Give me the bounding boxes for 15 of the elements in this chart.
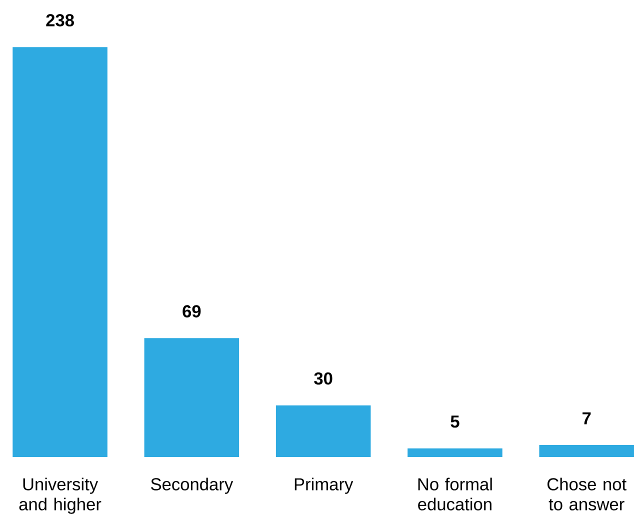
bar bbox=[408, 448, 502, 457]
data-label: 30 bbox=[314, 372, 332, 385]
bar bbox=[144, 338, 240, 457]
data-label: 238 bbox=[46, 14, 74, 26]
data-label: 5 bbox=[450, 416, 460, 428]
bar bbox=[12, 47, 108, 457]
bar bbox=[539, 444, 634, 457]
x-tick-label: Primary bbox=[294, 478, 354, 494]
data-label: 69 bbox=[182, 305, 201, 318]
x-tick-label: University and higher bbox=[19, 478, 102, 514]
x-tick-label: Chose not to answer bbox=[548, 478, 626, 510]
x-tick-label: No formal education bbox=[418, 478, 492, 510]
x-tick-label: Secondary bbox=[151, 478, 234, 494]
bar bbox=[276, 405, 371, 457]
data-label: 7 bbox=[582, 412, 591, 424]
